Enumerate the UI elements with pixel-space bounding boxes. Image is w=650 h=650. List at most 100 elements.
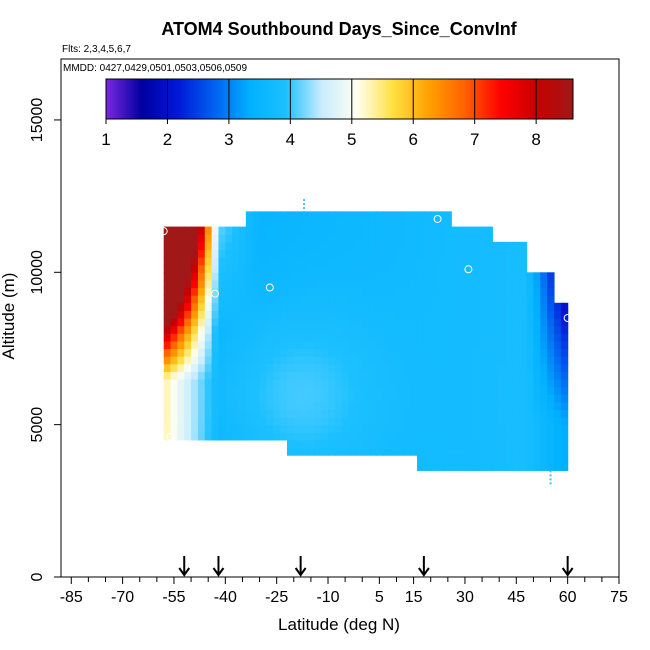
- heatmap-cell: [369, 394, 377, 403]
- heatmap-cell: [184, 394, 192, 403]
- flight-point: [563, 314, 572, 322]
- heatmap-cell: [204, 295, 213, 304]
- heatmap-cell: [430, 356, 439, 365]
- heatmap-cell: [328, 401, 336, 411]
- heatmap-cell: [191, 325, 199, 334]
- heatmap-cell: [280, 318, 288, 327]
- heatmap-cell: [232, 333, 240, 342]
- heatmap-cell: [430, 295, 439, 304]
- heatmap-cell: [471, 310, 480, 319]
- heatmap-cell: [437, 432, 446, 441]
- heatmap-cell: [485, 272, 493, 281]
- heatmap-cell: [197, 226, 206, 235]
- heatmap-cell: [286, 356, 295, 365]
- heatmap-cell: [307, 234, 315, 243]
- heatmap-cell: [163, 378, 172, 388]
- heatmap-cell: [197, 371, 206, 380]
- heatmap-cell: [163, 241, 172, 251]
- heatmap-cell: [191, 257, 199, 266]
- heatmap-cell: [252, 409, 261, 418]
- heatmap-cell: [519, 325, 528, 334]
- heatmap-cell: [191, 394, 199, 403]
- heatmap-cell: [286, 386, 295, 395]
- heatmap-cell: [334, 432, 343, 441]
- heatmap-cell: [506, 272, 514, 281]
- heatmap-cell: [328, 249, 336, 258]
- heatmap-cell: [211, 424, 220, 433]
- heatmap-cell: [403, 409, 411, 418]
- heatmap-cell: [403, 348, 411, 357]
- heatmap-cell: [239, 340, 247, 350]
- heatmap-cell: [553, 348, 562, 357]
- heatmap-cell: [273, 325, 281, 334]
- heatmap-cell: [492, 394, 500, 403]
- heatmap-cell: [519, 455, 528, 464]
- heatmap-cell: [375, 211, 384, 220]
- heatmap-cell: [410, 356, 418, 365]
- heatmap-cell: [526, 401, 535, 411]
- heatmap-cell: [348, 363, 357, 372]
- heatmap-cell: [355, 333, 363, 342]
- heatmap-cell: [396, 439, 404, 449]
- heatmap-cell: [348, 310, 357, 319]
- heatmap-cell: [382, 386, 391, 395]
- heatmap-cell: [499, 432, 507, 441]
- heatmap-cell: [471, 302, 480, 311]
- heatmap-cell: [307, 348, 315, 357]
- heatmap-cell: [328, 234, 336, 243]
- heatmap-cell: [553, 394, 562, 403]
- heatmap-cell: [375, 249, 384, 258]
- heatmap-cell: [369, 272, 377, 281]
- heatmap-cell: [170, 348, 178, 357]
- heatmap-cell: [526, 417, 535, 426]
- heatmap-cell: [245, 318, 254, 327]
- heatmap-cell: [170, 302, 178, 311]
- heatmap-cell: [547, 424, 555, 433]
- heatmap-cell: [314, 249, 322, 258]
- heatmap-cell: [410, 333, 418, 342]
- heatmap-cell: [396, 394, 404, 403]
- heatmap-cell: [184, 226, 192, 235]
- heatmap-cell: [273, 211, 281, 220]
- heatmap-cell: [403, 279, 411, 289]
- heatmap-cell: [547, 386, 555, 395]
- heatmap-cell: [355, 394, 363, 403]
- heatmap-cell: [191, 401, 199, 411]
- heatmap-cell: [553, 356, 562, 365]
- heatmap-cell: [321, 432, 329, 441]
- heatmap-cell: [485, 455, 493, 464]
- heatmap-cell: [170, 394, 178, 403]
- heatmap-cell: [547, 371, 555, 380]
- heatmap-cell: [458, 356, 466, 365]
- heatmap-cell: [307, 363, 315, 372]
- heatmap-cell: [430, 272, 439, 281]
- heatmap-cell: [410, 378, 418, 388]
- heatmap-cell: [389, 318, 398, 327]
- heatmap-cell: [334, 279, 343, 289]
- heatmap-cell: [458, 348, 466, 357]
- heatmap-cell: [197, 409, 206, 418]
- heatmap-cell: [430, 447, 439, 456]
- heatmap-cell: [485, 257, 493, 266]
- heatmap-cell: [177, 340, 185, 350]
- heatmap-cell: [245, 378, 254, 388]
- heatmap-cell: [430, 401, 439, 411]
- heatmap-cell: [328, 432, 336, 441]
- heatmap-cell: [444, 257, 452, 266]
- heatmap-cell: [218, 318, 226, 327]
- heatmap-cell: [458, 234, 466, 243]
- heatmap-cell: [273, 257, 281, 266]
- heatmap-cell: [423, 386, 432, 395]
- heatmap-cell: [334, 226, 343, 235]
- heatmap-cell: [211, 249, 220, 258]
- heatmap-cell: [170, 356, 178, 365]
- heatmap-cell: [444, 241, 452, 251]
- heatmap-cell: [259, 241, 267, 251]
- heatmap-cell: [389, 333, 398, 342]
- heatmap-cell: [444, 455, 452, 464]
- heatmap-cell: [204, 310, 213, 319]
- heatmap-cell: [184, 401, 192, 411]
- heatmap-cell: [348, 424, 357, 433]
- heatmap-cell: [540, 378, 548, 388]
